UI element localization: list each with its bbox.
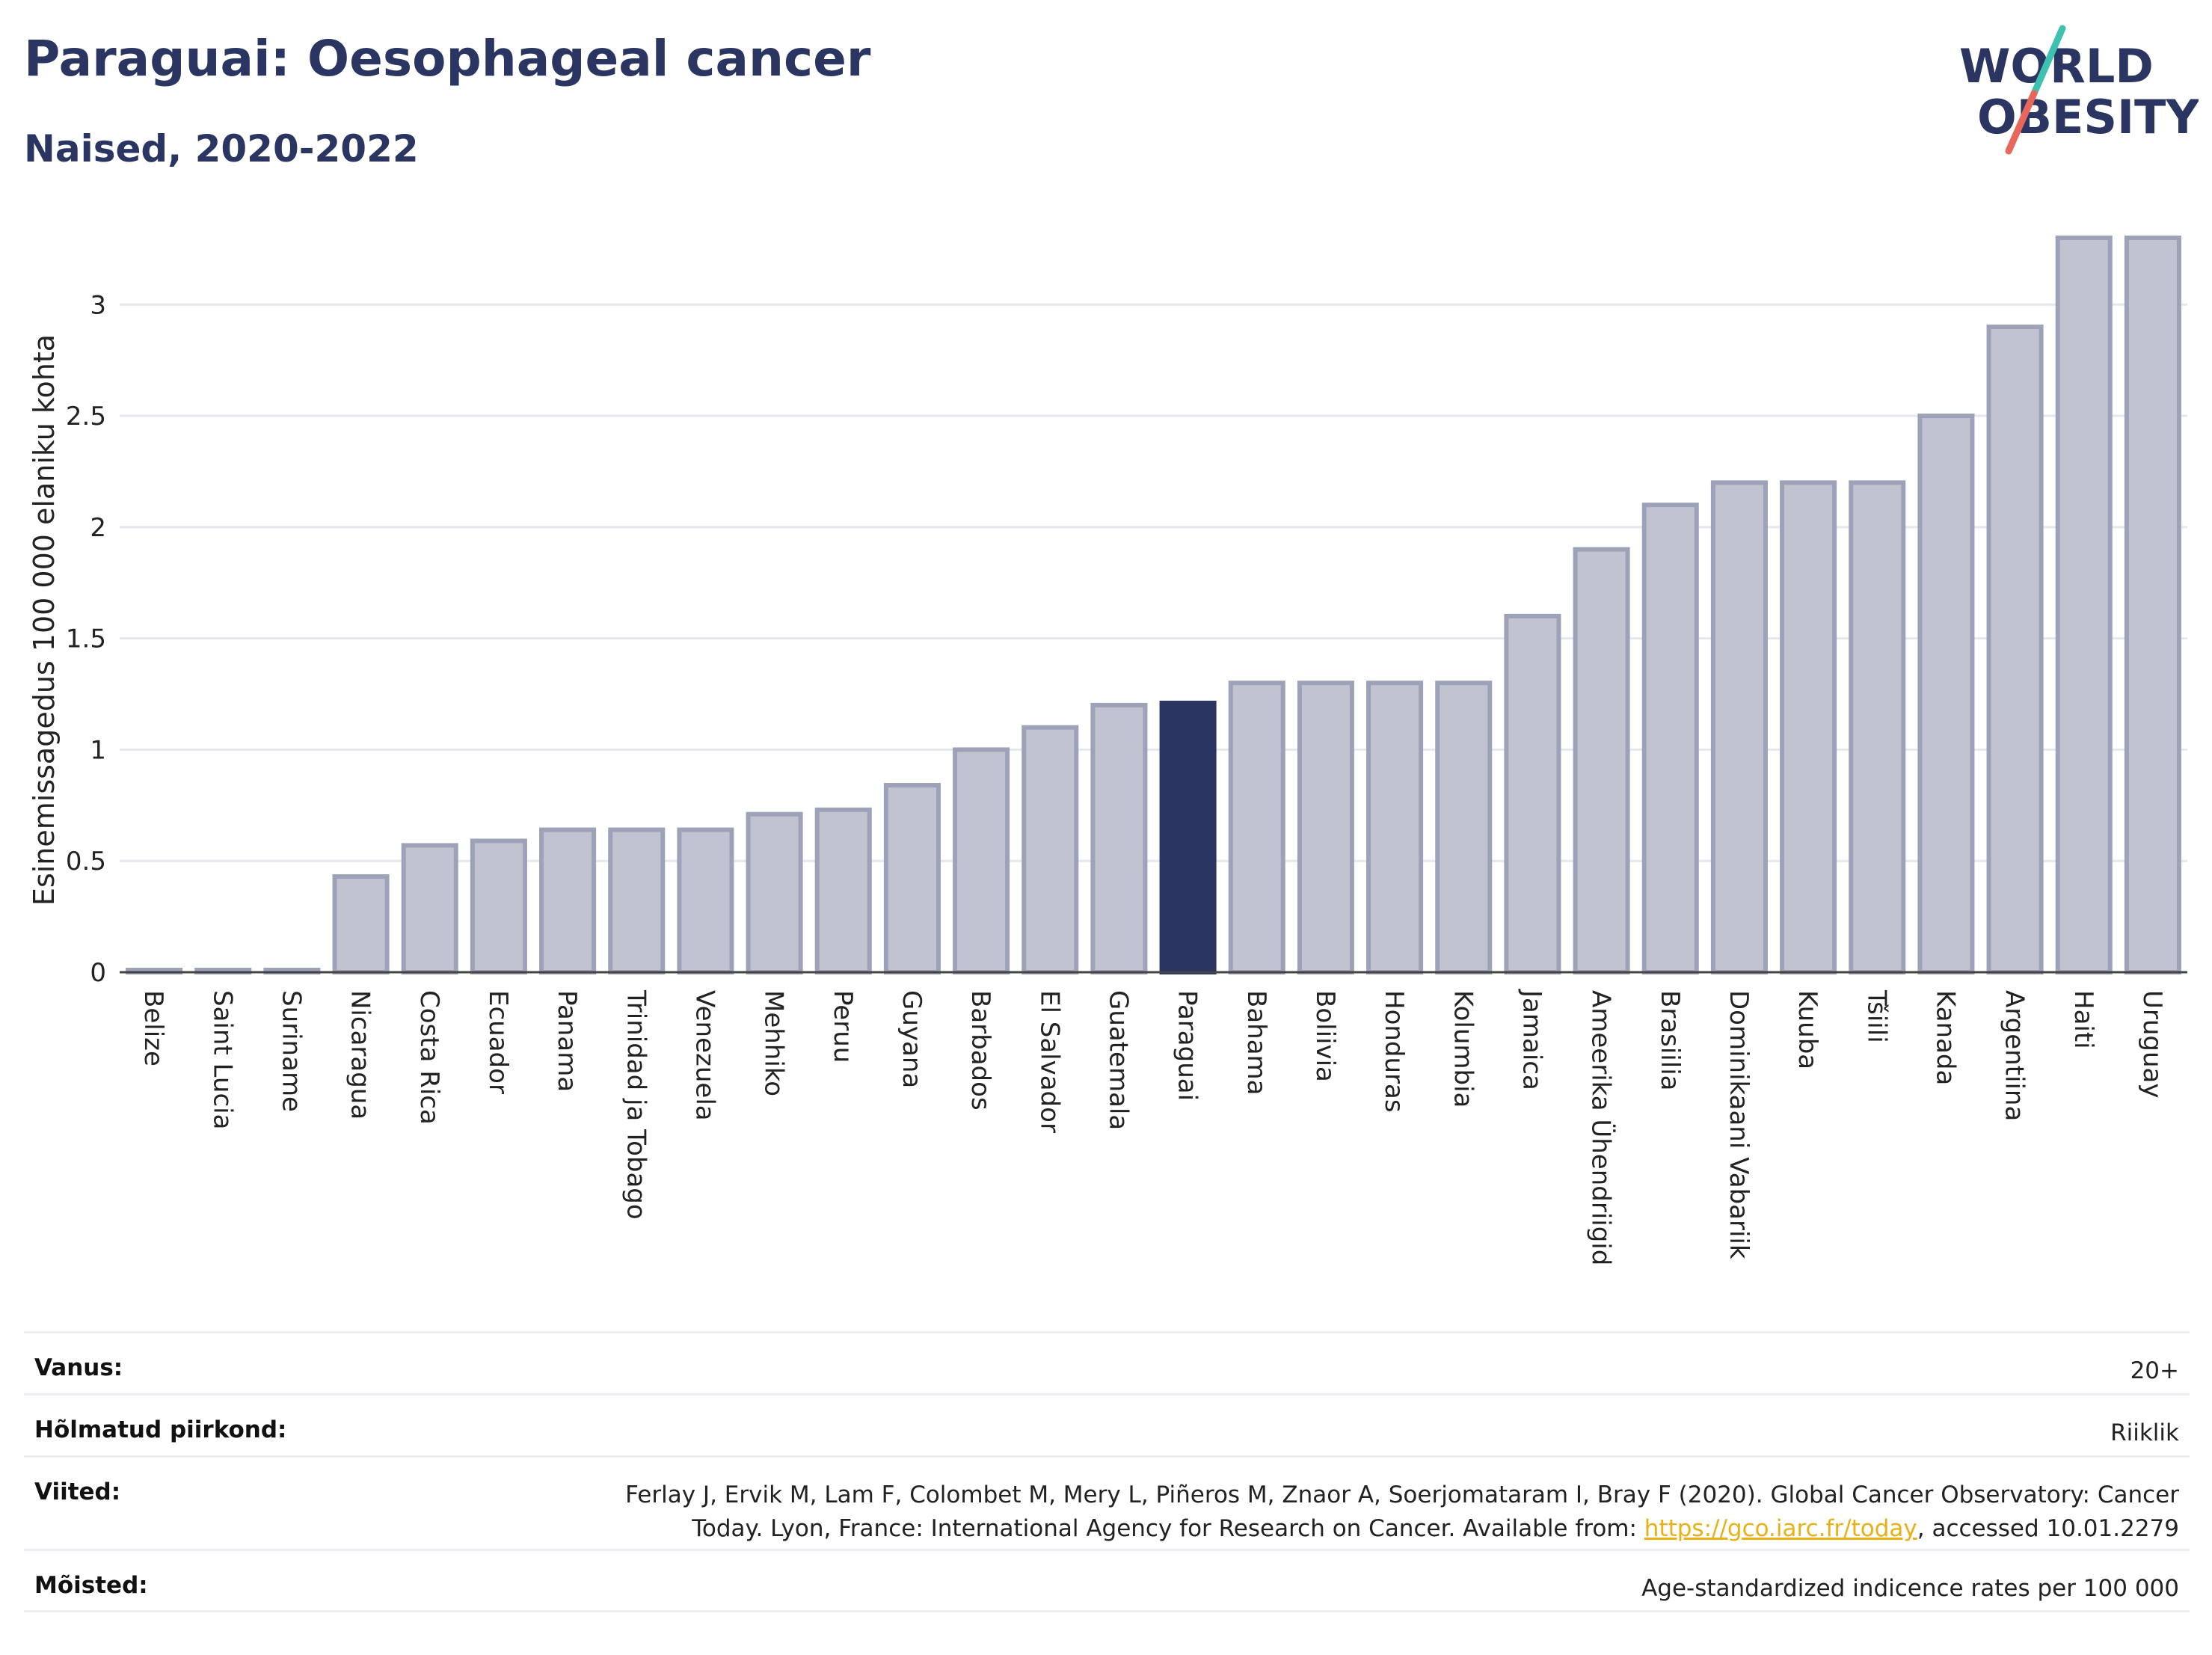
bar-haiti xyxy=(2055,236,2113,974)
y-tick-label: 2 xyxy=(90,513,106,543)
x-tick-label: Panama xyxy=(552,990,582,1092)
x-tick-label: Kolumbia xyxy=(1448,990,1478,1108)
x-tick-label: Nicaragua xyxy=(345,990,375,1120)
bar-guyana xyxy=(883,783,941,975)
y-tick-label: 0.5 xyxy=(66,847,106,876)
meta-row-region: Hõlmatud piirkond: Riiklik xyxy=(24,1393,2190,1455)
bar-ecuador xyxy=(470,838,527,974)
definitions-label: Mõisted: xyxy=(34,1572,148,1599)
x-tick-label: Guatemala xyxy=(1103,990,1133,1130)
bar-chart: 0 0.5 1 1.5 2 2.5 3 Esinemissagedus 100 000 ela… xyxy=(28,236,2187,1265)
meta-row-references: Viited: Ferlay J, Ervik M, Lam F, Colomb… xyxy=(24,1455,2190,1549)
x-tick-label: Jamaica xyxy=(1517,989,1546,1090)
references-line1: Ferlay J, Ervik M, Lam F, Colombet M, Me… xyxy=(625,1481,2179,1508)
bar-barbados xyxy=(953,747,1010,974)
bar-honduras xyxy=(1366,681,1424,974)
x-tick-label: Costa Rica xyxy=(414,990,444,1125)
bar-kanada xyxy=(1917,414,1975,974)
y-tick-label: 3 xyxy=(90,290,106,320)
bar-boliivia xyxy=(1297,681,1354,974)
definitions-value: Age-standardized indicence rates per 100… xyxy=(1641,1575,2179,1602)
logo-slash-red xyxy=(2005,90,2038,155)
meta-row-definitions: Mõisted: Age-standardized indicence rate… xyxy=(24,1549,2190,1612)
bar-uruguay xyxy=(2124,236,2181,974)
x-tick-label: Brasiilia xyxy=(1655,990,1685,1090)
region-label: Hõlmatud piirkond: xyxy=(34,1416,287,1443)
x-tick-label: Haiti xyxy=(2068,990,2098,1049)
x-tick-label: Peruu xyxy=(828,990,858,1063)
x-tick-label: Trinidad ja Tobago xyxy=(621,989,651,1220)
bar-kolumbia xyxy=(1435,681,1493,974)
bar-costa-rica xyxy=(401,843,458,975)
references-link[interactable]: https://gco.iarc.fr/today xyxy=(1644,1514,1917,1542)
meta-row-age: Vanus: 20+ xyxy=(24,1331,2190,1393)
references-line2-pre: Today. Lyon, France: International Agenc… xyxy=(692,1514,1644,1542)
bar-brasiilia xyxy=(1641,503,1699,974)
x-tick-label: Tšiili xyxy=(1861,989,1891,1043)
x-tick-label: Mehhiko xyxy=(759,990,789,1096)
bar-t-iili xyxy=(1849,480,1906,974)
x-tick-label: Belize xyxy=(138,990,168,1066)
bar-argentiina xyxy=(1986,325,2044,975)
logo-slash-teal xyxy=(2030,25,2066,97)
bar-mehhiko xyxy=(746,811,803,974)
bar-bahama xyxy=(1228,681,1285,974)
x-tick-label: Uruguay xyxy=(2137,990,2167,1099)
bar-guatemala xyxy=(1090,702,1148,975)
x-tick-label: Kuuba xyxy=(1792,990,1822,1069)
x-tick-label: Guyana xyxy=(897,990,927,1088)
y-tick-label: 1.5 xyxy=(66,624,106,654)
bar-jamaica xyxy=(1504,613,1561,974)
bar-ameerika-hendriigid xyxy=(1573,547,1630,974)
age-label: Vanus: xyxy=(34,1354,123,1381)
x-tick-label: Venezuela xyxy=(689,990,719,1121)
x-tick-label: Dominikaani Vabariik xyxy=(1724,990,1754,1259)
x-tick-label: Suriname xyxy=(276,990,306,1112)
y-tick-label: 2.5 xyxy=(66,402,106,432)
bar-paraguai xyxy=(1159,700,1217,975)
x-tick-label: Bahama xyxy=(1241,990,1271,1096)
x-tick-label: Paraguai xyxy=(1173,990,1202,1101)
region-value: Riiklik xyxy=(2110,1419,2179,1446)
x-tick-label: Argentiina xyxy=(2000,990,2030,1121)
age-value: 20+ xyxy=(2130,1357,2179,1384)
y-tick-label: 1 xyxy=(90,735,106,765)
references-line2-post: , accessed 10.01.2279 xyxy=(1917,1514,2179,1542)
x-tick-label: Barbados xyxy=(965,990,995,1111)
x-tick-label: Kanada xyxy=(1930,990,1960,1085)
x-tick-label: Saint Lucia xyxy=(207,990,237,1129)
bar-panama xyxy=(539,827,597,974)
bar-venezuela xyxy=(677,827,734,974)
bar-kuuba xyxy=(1780,480,1837,974)
x-tick-label: Boliivia xyxy=(1310,990,1340,1082)
y-axis-label: Esinemissagedus 100 000 elaniku kohta xyxy=(28,334,61,906)
x-tick-label: Ameerika Ühendriigid xyxy=(1586,990,1617,1265)
x-tick-label: Ecuador xyxy=(483,990,513,1094)
page-title: Paraguai: Oesophageal cancer xyxy=(24,30,871,87)
metadata-table: Vanus: 20+ Hõlmatud piirkond: Riiklik Vi… xyxy=(24,1331,2190,1612)
x-tick-label: El Salvador xyxy=(1034,990,1064,1133)
references-value: Ferlay J, Ervik M, Lam F, Colombet M, Me… xyxy=(625,1479,2179,1546)
references-label: Viited: xyxy=(34,1479,121,1505)
bar-peruu xyxy=(814,807,872,974)
bar-el-salvador xyxy=(1021,725,1079,975)
bar-dominikaani-vabariik xyxy=(1710,480,1768,974)
bar-trinidad-ja-tobago xyxy=(608,827,666,974)
x-tick-label: Honduras xyxy=(1379,990,1409,1113)
bar-nicaragua xyxy=(332,874,390,975)
y-tick-label: 0 xyxy=(90,958,106,988)
world-obesity-logo: WORLD OBESITY xyxy=(1959,25,2199,155)
page-subtitle: Naised, 2020-2022 xyxy=(24,127,419,171)
